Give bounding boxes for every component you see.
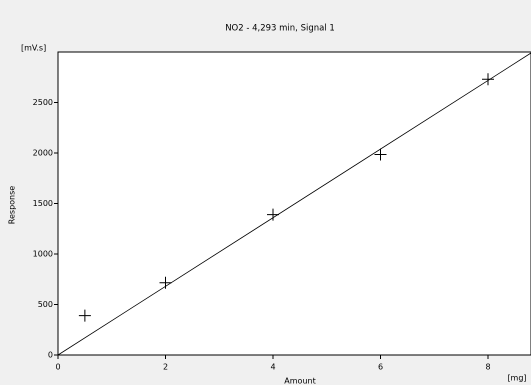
point — [267, 208, 279, 221]
point — [78, 309, 91, 322]
y-tick-label: 0 — [48, 351, 53, 360]
point — [374, 148, 387, 161]
point — [482, 73, 494, 86]
fit-line — [57, 52, 531, 356]
y-tick-label: 1500 — [33, 199, 53, 208]
y-tick-label: 1000 — [33, 250, 53, 259]
y-tick-label: 500 — [38, 300, 53, 309]
x-unit: [mg] — [507, 374, 526, 383]
x-tick-label: 4 — [270, 363, 275, 372]
y-unit: [mV.s] — [21, 44, 46, 53]
x-tick-label: 8 — [485, 363, 490, 372]
chart-title: NO2 - 4,293 min, Signal 1 — [225, 24, 335, 34]
y-axis-label: Response — [8, 186, 17, 225]
point — [159, 276, 172, 289]
y-tick-label: 2000 — [33, 149, 53, 158]
x-tick-label: 0 — [55, 363, 60, 372]
x-tick-label: 6 — [378, 363, 383, 372]
y-tick-label: 2500 — [33, 98, 53, 107]
x-axis-label: Amount — [284, 377, 315, 385]
x-tick-label: 2 — [163, 363, 168, 372]
